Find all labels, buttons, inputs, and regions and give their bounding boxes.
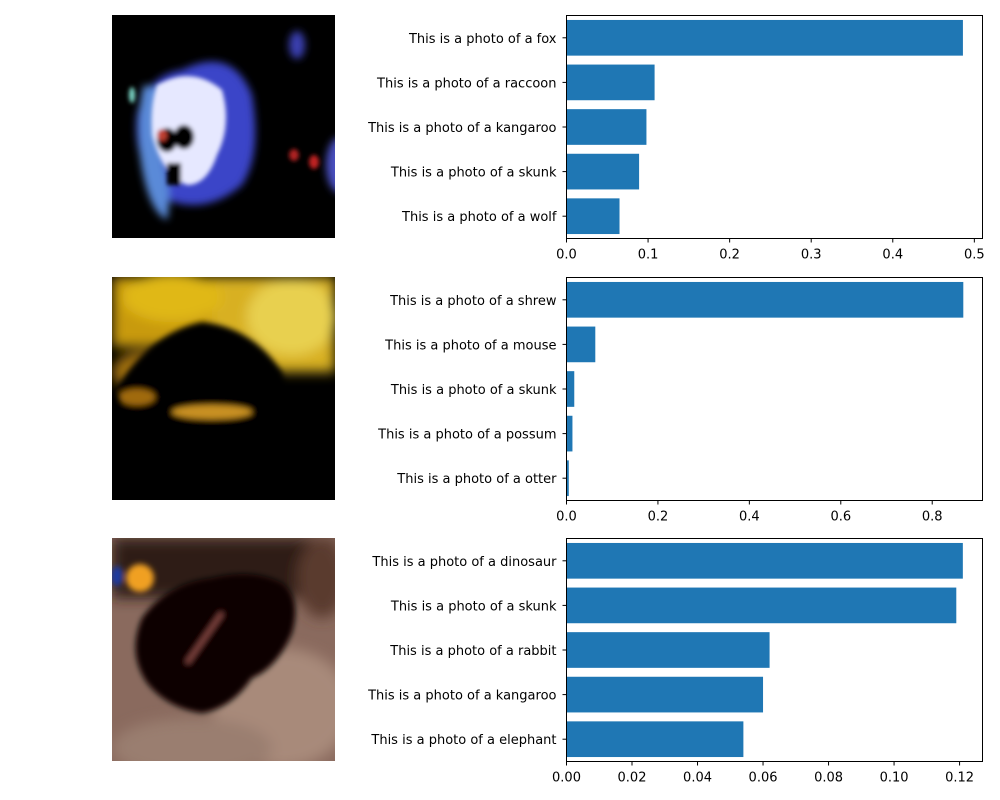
- chart-3-bar-4: [566, 676, 764, 713]
- chart-2-xtick-label-2: 0.2: [648, 510, 669, 525]
- thumbnail-image-3: [112, 538, 335, 761]
- chart-3-category-label-2: This is a photo of a skunk: [390, 599, 557, 614]
- thumbnail-image-1: [112, 15, 335, 238]
- chart-1-xtick-label-1: 0.0: [556, 248, 577, 263]
- chart-3-category-label-1: This is a photo of a dinosaur: [371, 555, 557, 570]
- chart-2-bar-2: [566, 326, 596, 363]
- chart-1-xtick-label-6: 0.5: [964, 248, 985, 263]
- chart-3-frame: [566, 538, 983, 762]
- chart-3-bar-1: [566, 542, 963, 579]
- thumbnail-image-2: [112, 277, 335, 500]
- chart-2-category-label-3: This is a photo of a skunk: [390, 383, 557, 398]
- bar-chart-3: This is a photo of a dinosaur This is a p…: [340, 523, 1000, 793]
- chart-1-svg: This is a photo of a fox This is a photo …: [367, 15, 985, 263]
- chart-2-bars-group: [566, 281, 964, 497]
- chart-1-frame: [566, 15, 983, 239]
- chart-2-category-label-4: This is a photo of a possum: [377, 428, 556, 443]
- chart-2-ylabels-group: This is a photo of a shrew This is a phot…: [377, 294, 567, 487]
- chart-3-xtick-label-5: 0.08: [814, 771, 843, 786]
- chart-1-xtick-label-3: 0.2: [719, 248, 740, 263]
- chart-2-bar-3: [566, 371, 575, 407]
- bar-chart-2: This is a photo of a shrew This is a phot…: [340, 262, 1000, 532]
- chart-1-category-label-3: This is a photo of a kangaroo: [367, 121, 556, 136]
- chart-1-xticks-group: 0.0 0.1 0.2 0.3 0.4 0.5: [556, 238, 985, 263]
- chart-1-bars-group: [566, 19, 963, 235]
- chart-2-xtick-label-5: 0.8: [922, 510, 943, 525]
- chart-1-xtick-label-2: 0.1: [638, 248, 659, 263]
- chart-2-xtick-label-4: 0.6: [830, 510, 851, 525]
- chart-1-category-label-2: This is a photo of a raccoon: [376, 76, 556, 91]
- chart-2-category-label-1: This is a photo of a shrew: [389, 294, 557, 309]
- chart-3-xticks-group: 0.00 0.02 0.04 0.06 0.08 0.10 0.12: [552, 761, 974, 786]
- chart-1-xtick-label-5: 0.4: [882, 248, 903, 263]
- chart-1-category-label-4: This is a photo of a skunk: [390, 166, 557, 181]
- chart-2-svg: This is a photo of a shrew This is a phot…: [377, 277, 983, 525]
- chart-3-category-label-5: This is a photo of a elephant: [370, 733, 556, 748]
- chart-1-bar-2: [566, 64, 655, 101]
- chart-1-category-label-5: This is a photo of a wolf: [401, 210, 557, 225]
- chart-3-xtick-label-3: 0.04: [683, 771, 712, 786]
- chart-3-bar-3: [566, 632, 770, 668]
- chart-2-category-label-5: This is a photo of a otter: [396, 472, 557, 487]
- chart-3-xtick-label-7: 0.12: [945, 771, 974, 786]
- chart-3-xtick-label-2: 0.02: [618, 771, 647, 786]
- chart-3-ylabels-group: This is a photo of a dinosaur This is a p…: [367, 555, 567, 748]
- chart-1-bar-5: [566, 198, 620, 235]
- chart-3-xtick-label-1: 0.00: [552, 771, 581, 786]
- chart-1-bar-3: [566, 109, 647, 145]
- chart-1-bar-1: [566, 19, 963, 56]
- chart-1-bar-4: [566, 153, 640, 190]
- chart-2-xtick-label-3: 0.4: [739, 510, 760, 525]
- chart-1-ylabels-group: This is a photo of a fox This is a photo …: [367, 32, 567, 225]
- chart-3-bar-2: [566, 587, 957, 624]
- chart-2-frame: [566, 277, 983, 501]
- chart-2-category-label-2: This is a photo of a mouse: [384, 338, 556, 353]
- chart-3-bar-5: [566, 721, 744, 758]
- chart-2-bar-1: [566, 281, 964, 318]
- bar-chart-1: This is a photo of a fox This is a photo …: [340, 0, 1000, 270]
- chart-3-category-label-4: This is a photo of a kangaroo: [367, 689, 556, 704]
- chart-2-xticks-group: 0.0 0.2 0.4 0.6 0.8: [556, 500, 943, 525]
- chart-3-category-label-3: This is a photo of a rabbit: [389, 644, 556, 659]
- chart-2-bar-4: [566, 415, 573, 452]
- chart-1-xtick-label-4: 0.3: [801, 248, 822, 263]
- chart-1-category-label-1: This is a photo of a fox: [408, 32, 557, 47]
- chart-2-bar-5: [566, 460, 569, 497]
- chart-3-xtick-label-6: 0.10: [880, 771, 909, 786]
- chart-3-svg: This is a photo of a dinosaur This is a p…: [367, 538, 983, 786]
- chart-3-xtick-label-4: 0.06: [749, 771, 778, 786]
- chart-3-bars-group: [566, 542, 963, 758]
- chart-2-xtick-label-1: 0.0: [556, 510, 577, 525]
